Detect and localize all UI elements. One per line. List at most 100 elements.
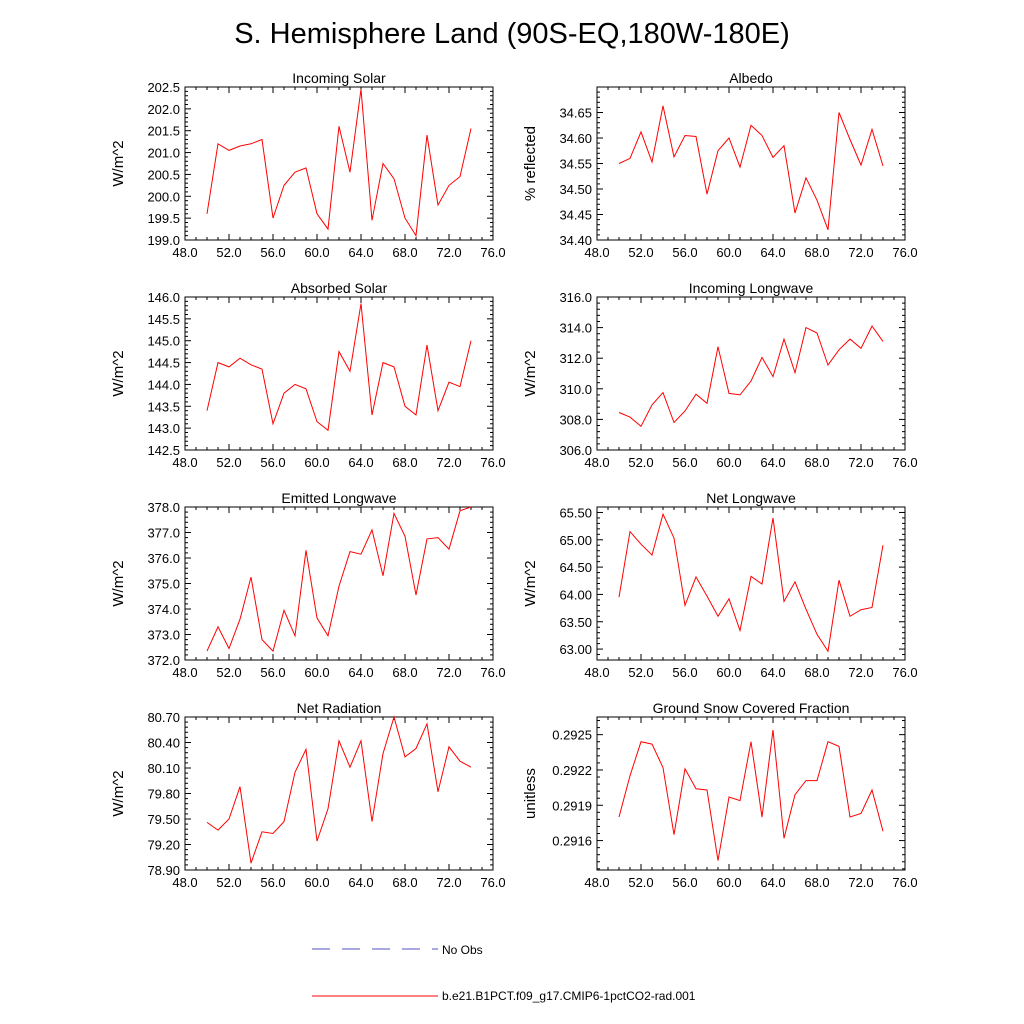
x-tick-label: 52.0 — [216, 245, 241, 260]
panel-title: Net Radiation — [297, 700, 382, 716]
x-tick-label: 72.0 — [436, 665, 461, 680]
x-tick-label: 68.0 — [392, 245, 417, 260]
series-line-1 — [618, 325, 884, 428]
y-tick-label: 65.00 — [559, 533, 592, 548]
y-axis-label: W/m^2 — [110, 350, 127, 396]
legend-obs-label: No Obs — [442, 943, 483, 957]
y-tick-label: 199.0 — [147, 233, 180, 248]
x-tick-label: 76.0 — [892, 665, 917, 680]
tick-marks — [596, 296, 906, 451]
x-tick-label: 48.0 — [584, 875, 609, 890]
x-tick-label: 76.0 — [480, 665, 505, 680]
y-tick-label: 0.2916 — [552, 834, 592, 849]
panels-group: Incoming Solar W/m^2 48.0 52.0 56.0 60.0 64.0 6… — [110, 70, 918, 890]
x-tick-label: 72.0 — [848, 665, 873, 680]
plot-frame — [184, 86, 494, 241]
plot-frame — [596, 716, 906, 871]
series-line-1 — [618, 105, 884, 230]
y-tick-label: 145.5 — [147, 312, 180, 327]
y-tick-label: 79.50 — [147, 812, 180, 827]
chart-panel-1: Incoming Solar W/m^2 48.0 52.0 56.0 60.0 64.0 6… — [110, 70, 506, 260]
x-tick-label: 48.0 — [584, 455, 609, 470]
y-tick-label: 201.5 — [147, 124, 180, 139]
y-tick-label: 373.0 — [147, 628, 180, 643]
x-tick-label: 76.0 — [892, 245, 917, 260]
y-tick-label: 80.70 — [147, 710, 180, 725]
x-tick-label: 72.0 — [848, 875, 873, 890]
x-tick-label: 68.0 — [392, 455, 417, 470]
x-tick-label: 64.0 — [348, 875, 373, 890]
y-axis-label: W/m^2 — [110, 560, 127, 606]
y-tick-label: 143.0 — [147, 421, 180, 436]
x-tick-label: 72.0 — [436, 875, 461, 890]
x-tick-label: 64.0 — [760, 245, 785, 260]
y-tick-label: 63.00 — [559, 642, 592, 657]
x-tick-label: 72.0 — [848, 245, 873, 260]
y-tick-label: 201.0 — [147, 146, 180, 161]
y-tick-label: 79.20 — [147, 838, 180, 853]
y-tick-label: 143.5 — [147, 399, 180, 414]
series-line-1 — [206, 303, 472, 432]
x-tick-label: 72.0 — [436, 455, 461, 470]
series-line-1 — [206, 89, 472, 238]
y-axis-label: W/m^2 — [522, 560, 539, 606]
x-tick-label: 48.0 — [584, 245, 609, 260]
y-axis-label: W/m^2 — [110, 770, 127, 816]
x-tick-label: 64.0 — [348, 455, 373, 470]
y-tick-label: 200.5 — [147, 167, 180, 182]
y-tick-label: 80.10 — [147, 761, 180, 776]
plot-frame — [184, 506, 494, 661]
x-tick-label: 60.0 — [716, 245, 741, 260]
x-tick-label: 48.0 — [172, 875, 197, 890]
x-tick-label: 60.0 — [304, 665, 329, 680]
x-tick-label: 76.0 — [480, 875, 505, 890]
y-tick-label: 63.50 — [559, 615, 592, 630]
chart-panel-2: Albedo % reflected 48.0 52.0 56.0 60.0 64.0 68.… — [522, 70, 918, 260]
panel-title: Incoming Longwave — [689, 280, 814, 296]
x-tick-label: 64.0 — [348, 245, 373, 260]
x-tick-label: 52.0 — [216, 875, 241, 890]
x-tick-label: 52.0 — [216, 665, 241, 680]
x-tick-label: 56.0 — [260, 245, 285, 260]
y-tick-label: 144.5 — [147, 356, 180, 371]
y-tick-label: 374.0 — [147, 602, 180, 617]
chart-panel-7: Net Radiation W/m^2 48.0 52.0 56.0 60.0 64.0 68… — [110, 700, 506, 890]
y-tick-label: 34.60 — [559, 131, 592, 146]
panel-title: Net Longwave — [706, 490, 796, 506]
y-tick-label: 64.50 — [559, 560, 592, 575]
y-tick-label: 34.65 — [559, 106, 592, 121]
panel-title: Incoming Solar — [292, 70, 386, 86]
x-tick-label: 60.0 — [304, 245, 329, 260]
panel-title: Absorbed Solar — [291, 280, 388, 296]
x-tick-label: 52.0 — [628, 665, 653, 680]
y-tick-label: 0.2919 — [552, 798, 592, 813]
y-tick-label: 372.0 — [147, 653, 180, 668]
y-tick-label: 375.0 — [147, 577, 180, 592]
chart-panel-3: Absorbed Solar W/m^2 48.0 52.0 56.0 60.0 64.0 6… — [110, 280, 506, 470]
y-tick-label: 376.0 — [147, 551, 180, 566]
plot-frame — [596, 86, 906, 241]
tick-marks — [184, 506, 494, 661]
tick-marks — [596, 717, 906, 870]
x-tick-label: 56.0 — [672, 665, 697, 680]
y-tick-label: 377.0 — [147, 526, 180, 541]
plot-frame — [596, 506, 906, 661]
x-tick-label: 68.0 — [392, 875, 417, 890]
y-axis-label: W/m^2 — [522, 350, 539, 396]
y-tick-label: 314.0 — [559, 321, 592, 336]
y-tick-label: 34.45 — [559, 208, 592, 223]
x-tick-label: 68.0 — [804, 875, 829, 890]
y-axis-label: % reflected — [522, 126, 539, 201]
y-tick-label: 0.2925 — [552, 728, 592, 743]
panel-title: Albedo — [729, 70, 773, 86]
plot-frame — [184, 296, 494, 451]
y-tick-label: 79.80 — [147, 787, 180, 802]
x-tick-label: 64.0 — [760, 875, 785, 890]
y-tick-label: 34.55 — [559, 157, 592, 172]
tick-marks — [596, 87, 906, 241]
chart-panel-5: Emitted Longwave W/m^2 48.0 52.0 56.0 60.0 64.… — [110, 490, 506, 680]
x-tick-label: 52.0 — [628, 455, 653, 470]
panel-title: Emitted Longwave — [281, 490, 396, 506]
legend-model-label: b.e21.B1PCT.f09_g17.CMIP6-1pctCO2-rad.00… — [442, 989, 696, 1003]
